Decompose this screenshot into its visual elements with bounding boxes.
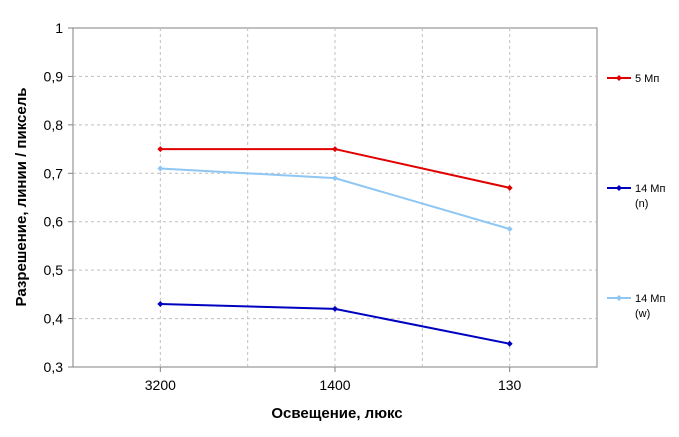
legend-marker (616, 75, 622, 81)
axes: 0,3 0,4 0,5 0,6 0,7 0,8 0,9 1 3200 1400 130 (44, 20, 522, 393)
legend-label: 5 Мп (635, 73, 659, 85)
legend-entry: 5 Мп (607, 73, 659, 85)
legend-entry: 14 Мп (n) (607, 183, 665, 210)
legend-marker (616, 295, 622, 301)
data-point (157, 165, 164, 172)
legend-label: (n) (635, 198, 648, 210)
legend: 5 Мп 14 Мп (n) 14 Мп (w) (607, 73, 665, 320)
y-tick-label: 0,8 (44, 117, 64, 133)
data-point (332, 146, 338, 153)
data-point (332, 175, 338, 182)
x-tick-label: 3200 (145, 377, 176, 393)
y-tick-label: 1 (55, 20, 63, 36)
y-tick-label: 0,5 (44, 262, 64, 278)
y-tick-label: 0,4 (44, 311, 64, 327)
data-point (506, 225, 513, 232)
x-axis-title: Освещение, люкс (271, 405, 402, 422)
y-axis-title: Разрешение, линии / пиксель (13, 88, 30, 307)
data-point (157, 301, 164, 308)
y-tick-label: 0,9 (44, 68, 64, 84)
x-tick-label: 1400 (319, 377, 350, 393)
legend-label: (w) (635, 308, 650, 320)
y-tick-label: 0,6 (44, 214, 64, 230)
x-tick-label: 130 (498, 377, 522, 393)
data-point (157, 146, 164, 153)
legend-entry: 14 Мп (w) (607, 293, 665, 320)
gridlines (73, 28, 597, 367)
legend-label: 14 Мп (635, 293, 665, 305)
legend-label: 14 Мп (635, 183, 665, 195)
data-point (506, 184, 513, 191)
legend-marker (616, 185, 622, 191)
series-layer (157, 146, 513, 347)
y-tick-label: 0,7 (44, 165, 64, 181)
y-tick-label: 0,3 (44, 359, 64, 375)
data-point (506, 340, 513, 347)
data-point (332, 305, 338, 312)
